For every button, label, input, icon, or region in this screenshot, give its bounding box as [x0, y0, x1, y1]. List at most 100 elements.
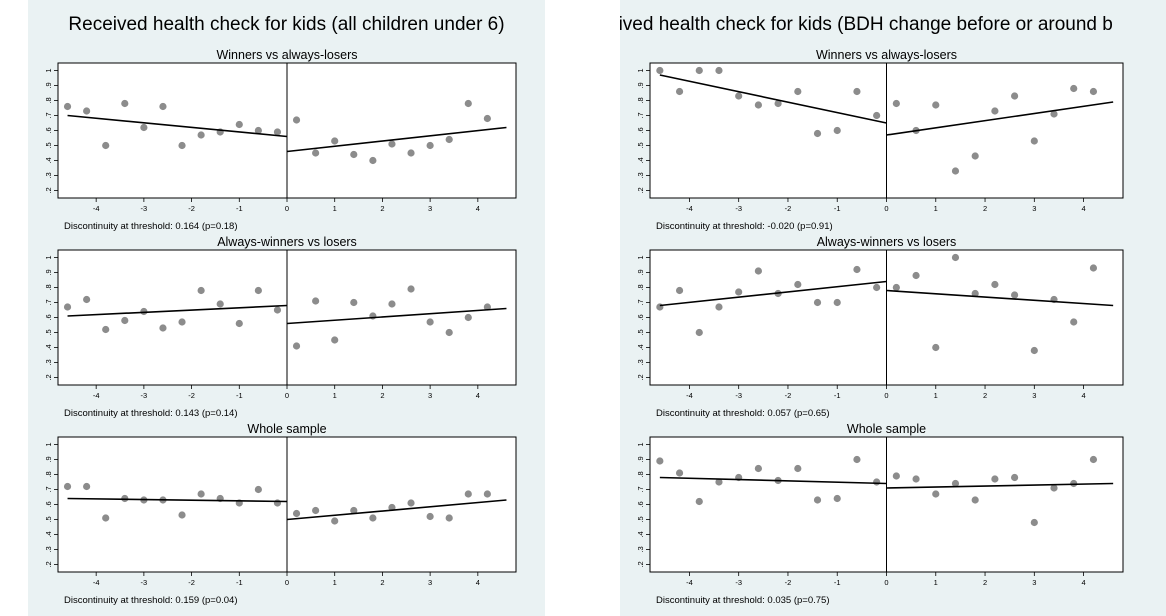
y-tick-label: .3 — [636, 546, 645, 552]
x-tick-label: -4 — [93, 204, 100, 213]
data-point — [292, 509, 301, 518]
x-tick-label: -2 — [188, 391, 195, 400]
x-tick-label: 4 — [476, 391, 480, 400]
data-point — [178, 318, 186, 326]
data-point — [951, 479, 960, 488]
fit-line-left — [659, 74, 887, 124]
x-tick-label: -2 — [785, 391, 792, 400]
data-point — [121, 99, 129, 108]
y-tick-label: .7 — [636, 112, 645, 118]
panel-left: Received health check for kids (all chil… — [28, 0, 545, 616]
data-point — [312, 506, 320, 515]
y-tick-label: .7 — [44, 299, 53, 305]
x-tick-label: 0 — [285, 204, 289, 213]
data-point — [873, 478, 881, 486]
subplot-title: Whole sample — [247, 422, 326, 436]
x-tick-label: -2 — [785, 578, 792, 587]
data-point — [932, 490, 940, 498]
fit-line-left — [659, 476, 887, 485]
data-point — [892, 99, 900, 108]
y-tick-label: .3 — [44, 172, 53, 178]
data-point — [159, 324, 167, 332]
x-tick-label: -1 — [236, 391, 243, 400]
y-tick-label: .6 — [44, 314, 53, 320]
x-tick-label: -4 — [93, 391, 100, 400]
panel-right: eived health check for kids (BDH change … — [620, 0, 1166, 616]
data-point — [197, 286, 205, 295]
data-point — [254, 485, 262, 494]
data-point — [853, 455, 861, 464]
data-point — [695, 66, 703, 75]
y-tick-label: .7 — [636, 299, 645, 305]
y-tick-label: 1 — [636, 68, 645, 72]
x-tick-label: 1 — [934, 204, 938, 213]
y-tick-label: .2 — [636, 187, 645, 193]
y-tick-label: .9 — [44, 456, 53, 462]
data-point — [715, 66, 723, 75]
data-point — [695, 328, 703, 337]
y-tick-label: .8 — [636, 97, 645, 103]
x-tick-label: 2 — [380, 391, 384, 400]
x-tick-label: 2 — [983, 204, 987, 213]
discontinuity-note: Discontinuity at threshold: 0.057 (p=0.6… — [656, 408, 829, 419]
fit-line-left — [67, 304, 288, 317]
y-tick-label: .5 — [636, 516, 645, 522]
data-point — [445, 135, 453, 144]
data-point — [794, 87, 802, 96]
x-tick-label: -3 — [141, 204, 148, 213]
x-tick-label: -4 — [93, 578, 100, 587]
data-point — [102, 141, 110, 150]
data-point — [254, 126, 262, 135]
y-tick-label: .2 — [636, 374, 645, 380]
discontinuity-note: Discontinuity at threshold: 0.164 (p=0.1… — [64, 221, 237, 232]
x-tick-label: 2 — [983, 578, 987, 587]
y-tick-label: .8 — [44, 284, 53, 290]
data-point — [369, 514, 377, 522]
data-point — [735, 288, 743, 296]
data-point — [426, 512, 434, 521]
y-tick-label: .2 — [44, 561, 53, 567]
y-tick-label: .8 — [636, 471, 645, 477]
y-tick-label: .9 — [636, 269, 645, 275]
data-point — [350, 506, 358, 515]
data-point — [1070, 318, 1078, 326]
x-tick-label: 4 — [1081, 391, 1085, 400]
data-point — [675, 286, 684, 295]
data-point — [675, 87, 684, 96]
y-tick-label: 1 — [636, 442, 645, 446]
data-point — [1070, 84, 1078, 93]
x-tick-label: -2 — [188, 204, 195, 213]
data-point — [464, 313, 472, 322]
data-point — [312, 149, 320, 157]
data-point — [794, 464, 802, 473]
y-tick-label: .6 — [44, 127, 53, 133]
discontinuity-note: Discontinuity at threshold: 0.159 (p=0.0… — [64, 595, 237, 606]
data-point — [178, 141, 186, 150]
data-point — [140, 123, 148, 132]
y-tick-label: .5 — [44, 516, 53, 522]
y-tick-label: .5 — [44, 142, 53, 148]
x-tick-label: 0 — [884, 578, 888, 587]
subplot-2: Always-winners vs losers .2 .3 .4 .5 .6 .7 .8 .9… — [44, 235, 517, 419]
data-point — [1011, 473, 1019, 482]
y-tick-label: .2 — [44, 374, 53, 380]
y-tick-label: .4 — [44, 344, 53, 350]
y-tick-label: .9 — [44, 269, 53, 275]
x-tick-label: -1 — [834, 391, 841, 400]
data-point — [656, 66, 664, 75]
y-tick-label: .9 — [636, 456, 645, 462]
data-point — [83, 295, 91, 304]
data-point — [292, 342, 301, 350]
discontinuity-note: Discontinuity at threshold: 0.035 (p=0.7… — [656, 595, 829, 606]
x-tick-label: -1 — [236, 578, 243, 587]
y-tick-label: .9 — [44, 82, 53, 88]
data-point — [426, 318, 434, 326]
data-point — [83, 107, 91, 115]
x-tick-label: -4 — [686, 578, 693, 587]
data-point — [754, 464, 762, 473]
x-tick-label: 4 — [476, 204, 480, 213]
data-point — [407, 499, 415, 507]
x-tick-label: -3 — [735, 578, 742, 587]
x-tick-label: -3 — [141, 391, 148, 400]
x-tick-label: -1 — [236, 204, 243, 213]
